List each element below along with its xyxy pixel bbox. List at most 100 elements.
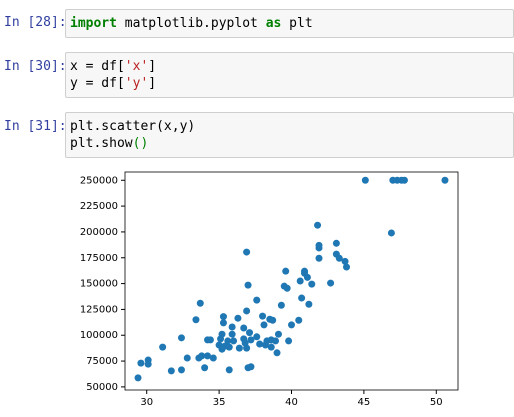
point <box>235 344 243 352</box>
point <box>273 349 281 357</box>
point <box>177 366 185 374</box>
point <box>314 221 322 229</box>
point <box>315 254 323 262</box>
point <box>192 316 200 324</box>
point <box>315 241 323 249</box>
point <box>260 321 268 329</box>
point <box>218 330 226 338</box>
point <box>177 334 185 342</box>
code: y = df[ <box>70 76 125 91</box>
point <box>244 281 252 289</box>
point <box>298 294 306 302</box>
point <box>230 337 238 345</box>
x-tick-label: 40 <box>285 397 298 408</box>
code: plt <box>281 16 313 31</box>
point <box>219 313 227 321</box>
point <box>295 316 303 324</box>
point <box>256 340 264 348</box>
point <box>225 343 233 351</box>
keyword: as <box>265 16 282 31</box>
code-line: import matplotlib.pyplot as plt <box>70 15 509 32</box>
code: plt.show <box>70 136 133 151</box>
code-cell[interactable]: plt.scatter(x,y) plt.show() <box>65 112 514 158</box>
point <box>144 360 152 368</box>
code: x = df[ <box>70 59 125 74</box>
y-tick-label: 75000 <box>86 356 118 367</box>
code-line: x = df['x'] <box>70 58 509 75</box>
point <box>159 343 167 351</box>
point <box>308 280 316 288</box>
point <box>335 254 343 262</box>
point <box>196 299 204 307</box>
plot-frame <box>124 171 459 391</box>
point <box>277 301 285 309</box>
point <box>400 176 408 184</box>
prompt: In [31]: <box>4 119 67 134</box>
point <box>167 367 175 375</box>
point <box>259 312 267 320</box>
point <box>206 336 214 344</box>
point <box>241 339 249 347</box>
string: 'x' <box>124 59 149 74</box>
point <box>204 352 212 360</box>
point <box>253 333 261 341</box>
y-tick-label: 100000 <box>80 330 118 341</box>
code-line: y = df['y'] <box>70 75 509 92</box>
point <box>343 263 351 271</box>
point <box>332 239 340 247</box>
point <box>183 354 191 362</box>
x-tick-label: 30 <box>140 397 153 408</box>
point <box>209 354 217 362</box>
point <box>228 330 236 338</box>
code-cell[interactable]: import matplotlib.pyplot as plt <box>65 9 514 38</box>
code-line: plt.scatter(x,y) <box>70 118 509 135</box>
point <box>274 330 282 338</box>
y-tick-label: 50000 <box>86 382 118 393</box>
point <box>243 248 251 256</box>
code: plt.scatter(x,y) <box>70 119 196 134</box>
prompt: In [30]: <box>4 59 67 74</box>
y-tick-label: 150000 <box>80 279 118 290</box>
point <box>219 319 227 327</box>
code: ] <box>148 59 157 74</box>
point <box>198 352 206 360</box>
point <box>296 277 304 285</box>
point <box>224 337 232 345</box>
point <box>240 324 248 332</box>
point <box>267 343 275 351</box>
x-tick-label: 35 <box>213 397 226 408</box>
point <box>303 273 311 281</box>
y-tick-label: 125000 <box>80 304 118 315</box>
bracket: () <box>132 136 149 151</box>
prompt: In [28]: <box>4 15 67 30</box>
keyword: import <box>70 16 117 31</box>
point <box>269 316 277 324</box>
x-tick-label: 45 <box>358 397 371 408</box>
code-line: plt.show() <box>70 135 509 152</box>
point <box>253 296 261 304</box>
point <box>288 321 295 329</box>
point <box>387 229 395 237</box>
point <box>134 374 142 382</box>
point <box>234 314 242 322</box>
point <box>327 279 335 287</box>
code-cell[interactable]: x = df['x'] y = df['y'] <box>65 52 514 98</box>
string: 'y' <box>124 76 149 91</box>
code: ] <box>148 76 157 91</box>
y-tick-label: 250000 <box>80 175 118 186</box>
point <box>441 176 449 184</box>
point <box>247 336 255 344</box>
point <box>283 284 291 292</box>
point <box>285 337 293 345</box>
point <box>361 176 369 184</box>
y-tick-label: 200000 <box>80 227 118 238</box>
point <box>341 257 349 265</box>
point <box>305 300 313 308</box>
point <box>243 307 251 315</box>
point <box>272 337 280 345</box>
point <box>137 359 145 367</box>
point <box>247 363 255 371</box>
point <box>225 366 233 374</box>
code: matplotlib.pyplot <box>116 16 266 31</box>
